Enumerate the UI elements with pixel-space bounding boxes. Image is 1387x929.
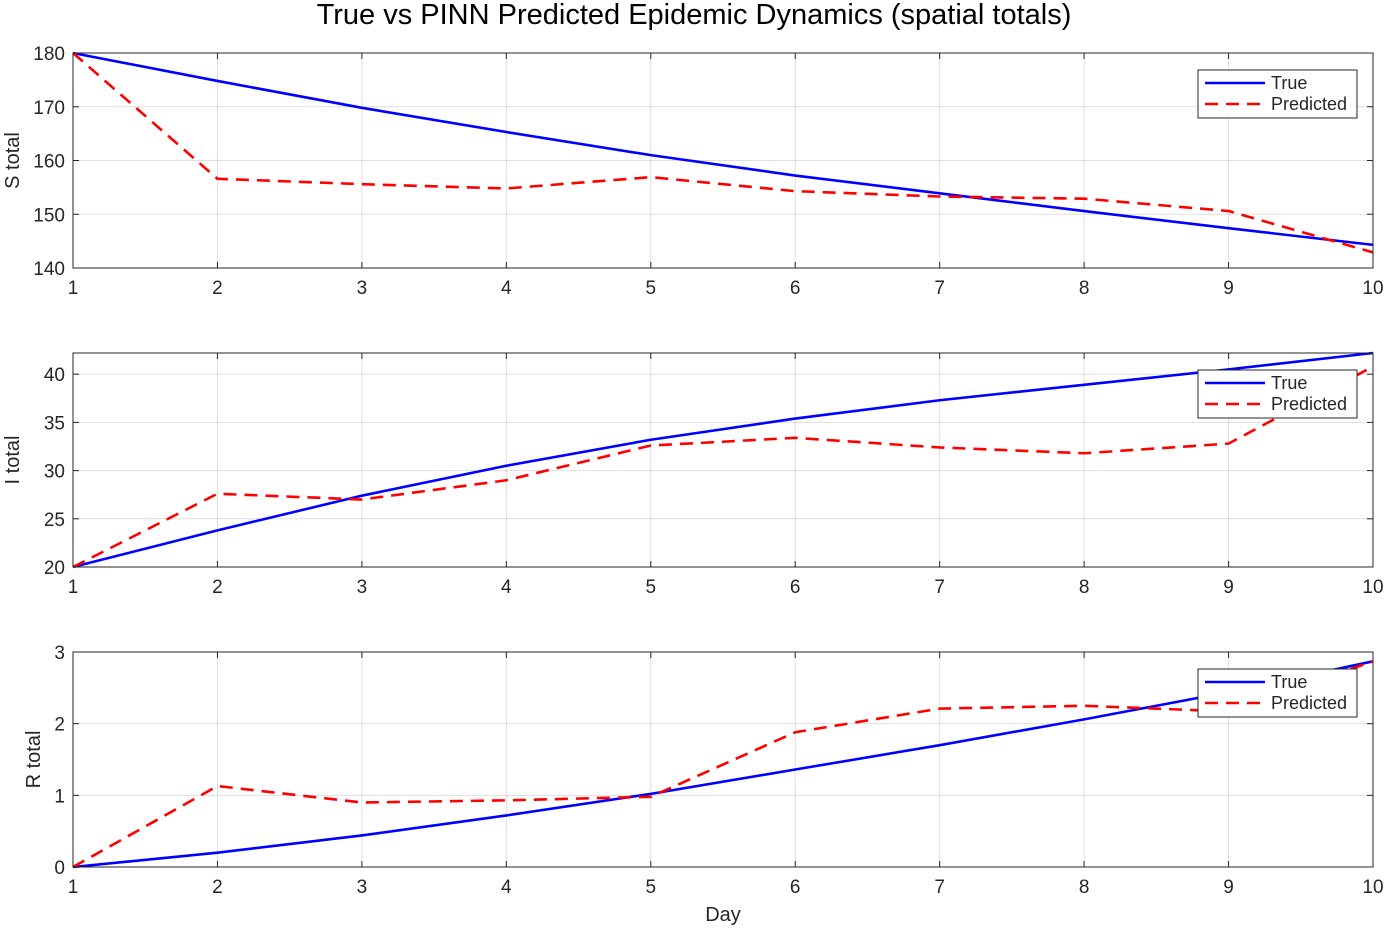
y-tick-label: 150 — [33, 205, 65, 226]
y-tick-label: 2 — [54, 715, 65, 736]
plot-area-i — [73, 353, 1373, 567]
x-tick-label: 8 — [1079, 577, 1090, 598]
x-tick-label: 5 — [645, 577, 656, 598]
subplot-i: 1 2 3 4 5 6 7 8 9 10 20 25 30 35 40 I total TruePredicte… — [2, 351, 1384, 598]
figure-title: True vs PINN Predicted Epidemic Dynamics… — [317, 0, 1072, 31]
x-tick-label: 3 — [357, 877, 368, 898]
legend-label-predicted: Predicted — [1271, 394, 1347, 414]
x-tick-label: 10 — [1362, 877, 1383, 898]
y-tick-label: 170 — [33, 98, 65, 119]
plot-area-r — [73, 652, 1373, 867]
x-tick-label: 2 — [212, 877, 223, 898]
plot-area-s — [73, 53, 1373, 268]
x-tick-label: 3 — [357, 577, 368, 598]
series-line-predicted-s — [72, 52, 1374, 254]
x-tick-label: 5 — [645, 877, 656, 898]
x-tick-label: 10 — [1362, 577, 1383, 598]
y-tick-label: 140 — [33, 259, 65, 280]
series-line-true-i — [72, 351, 1374, 569]
series-line-true-s — [72, 51, 1374, 247]
x-tick-label: 2 — [212, 577, 223, 598]
x-tick-label: 7 — [934, 877, 945, 898]
x-tick-label: 4 — [501, 577, 512, 598]
legend-box — [1197, 369, 1358, 419]
x-tick-label: 9 — [1223, 877, 1234, 898]
y-tick-label: 30 — [44, 462, 65, 483]
x-tick-label: 4 — [501, 278, 512, 299]
y-tick-label: 35 — [44, 413, 65, 434]
legend-label-predicted: Predicted — [1271, 94, 1347, 114]
y-axis-label-r: R total — [23, 731, 45, 789]
x-tick-label: 9 — [1223, 278, 1234, 299]
x-tick-label: 10 — [1362, 278, 1383, 299]
legend-label-true: True — [1271, 373, 1307, 393]
x-tick-label: 6 — [790, 577, 801, 598]
axes-box-i — [72, 352, 1374, 568]
x-axis-label: Day — [705, 904, 741, 926]
y-tick-label: 40 — [44, 365, 65, 386]
x-tick-label: 1 — [68, 877, 79, 898]
series-line-true-r — [72, 660, 1374, 869]
x-tick-label: 5 — [645, 278, 656, 299]
x-tick-label: 4 — [501, 877, 512, 898]
y-tick-label: 160 — [33, 152, 65, 173]
legend-box — [1197, 69, 1358, 119]
legend-label-predicted: Predicted — [1271, 693, 1347, 713]
x-tick-label: 7 — [934, 278, 945, 299]
y-tick-label: 0 — [54, 858, 65, 879]
x-tick-label: 7 — [934, 577, 945, 598]
x-tick-label: 1 — [68, 577, 79, 598]
x-tick-label: 6 — [790, 278, 801, 299]
legend-box — [1197, 668, 1358, 718]
y-axis-label-i: I total — [2, 436, 24, 485]
x-tick-label: 6 — [790, 877, 801, 898]
legend-label-true: True — [1271, 672, 1307, 692]
y-tick-label: 1 — [54, 786, 65, 807]
axes-box-s — [72, 52, 1374, 269]
x-tick-label: 3 — [357, 278, 368, 299]
legend-label-true: True — [1271, 73, 1307, 93]
x-tick-label: 8 — [1079, 278, 1090, 299]
series-line-predicted-i — [72, 365, 1374, 569]
y-tick-label: 3 — [54, 643, 65, 664]
x-tick-label: 2 — [212, 278, 223, 299]
series-line-predicted-r — [72, 660, 1374, 869]
x-tick-label: 9 — [1223, 577, 1234, 598]
axes-box-r — [72, 651, 1374, 868]
y-tick-label: 180 — [33, 44, 65, 65]
y-axis-label-s: S total — [2, 132, 24, 189]
x-tick-label: 8 — [1079, 877, 1090, 898]
x-tick-label: 1 — [68, 278, 79, 299]
y-tick-label: 25 — [44, 510, 65, 531]
subplot-s: 1 2 3 4 5 6 7 8 9 10 140 150 160 170 180 S total TruePre… — [2, 44, 1384, 299]
y-tick-label: 20 — [44, 558, 65, 579]
